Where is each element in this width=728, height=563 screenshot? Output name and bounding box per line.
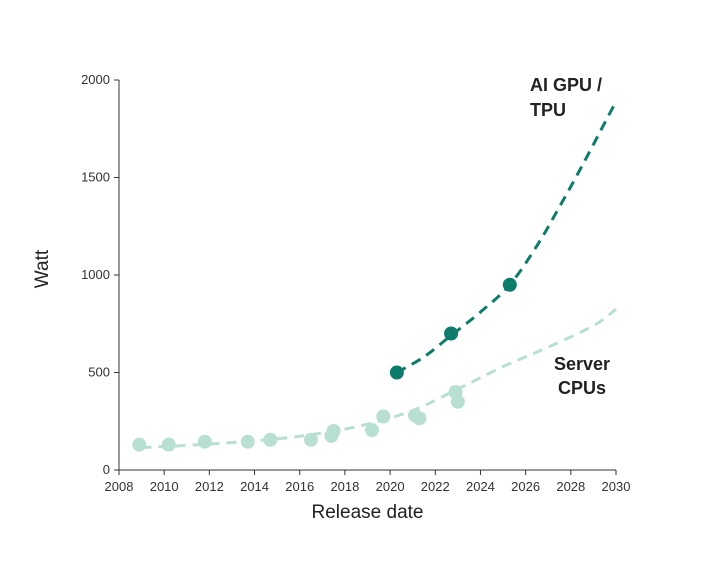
data-point-server-cpus xyxy=(161,437,176,452)
series-labels: Server CPUs AI GPU / TPU xyxy=(530,75,610,398)
data-points xyxy=(132,277,517,452)
data-point-server-cpus xyxy=(365,423,380,438)
series-label-ai-gpu-tpu: AI GPU / xyxy=(530,75,602,95)
series-label-ai-gpu-tpu: TPU xyxy=(530,100,566,120)
x-tick-label: 2022 xyxy=(421,479,450,494)
y-axis-title: Watt xyxy=(32,249,53,288)
trend-lines xyxy=(141,100,618,450)
x-tick-label: 2010 xyxy=(150,479,179,494)
data-point-server-cpus xyxy=(240,434,255,449)
x-tick-label: 2030 xyxy=(602,479,631,494)
data-point-server-cpus xyxy=(197,434,212,449)
data-point-server-cpus xyxy=(376,409,391,424)
axes: 0 500 1000 1500 2000 2008 2010 2012 2014 2016 2018… xyxy=(81,72,630,494)
x-tick-label: 2008 xyxy=(105,479,134,494)
x-tick-label: 2024 xyxy=(466,479,495,494)
data-point-ai-gpu-tpu xyxy=(389,365,404,380)
trend-line-server-cpus xyxy=(141,307,617,450)
y-tick-label: 1500 xyxy=(81,170,110,185)
x-tick-label: 2014 xyxy=(240,479,269,494)
data-point-server-cpus xyxy=(132,437,147,452)
series-label-server-cpus: CPUs xyxy=(558,378,606,398)
x-tick-label: 2020 xyxy=(376,479,405,494)
x-tick-label: 2012 xyxy=(195,479,224,494)
y-tick-label: 0 xyxy=(103,462,110,477)
data-point-server-cpus xyxy=(412,411,427,426)
series-label-server-cpus: Server xyxy=(554,354,610,374)
y-tick-label: 2000 xyxy=(81,72,110,87)
x-tick-label: 2018 xyxy=(330,479,359,494)
y-tick-label: 500 xyxy=(88,365,110,380)
x-tick-label: 2026 xyxy=(511,479,540,494)
data-point-server-cpus xyxy=(326,424,341,438)
trend-line-ai-gpu-tpu xyxy=(396,100,618,374)
y-tick-label: 1000 xyxy=(81,267,110,282)
data-point-server-cpus xyxy=(263,432,278,447)
data-point-ai-gpu-tpu xyxy=(502,277,517,292)
x-tick-label: 2016 xyxy=(285,479,314,494)
x-axis-title: Release date xyxy=(312,502,424,523)
data-point-ai-gpu-tpu xyxy=(444,326,459,341)
x-tick-label: 2028 xyxy=(556,479,585,494)
data-point-server-cpus xyxy=(450,394,465,409)
data-point-server-cpus xyxy=(304,432,319,447)
